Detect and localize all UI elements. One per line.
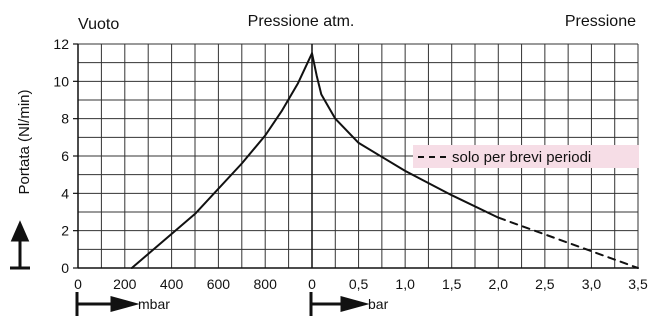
mbar-unit: mbar: [75, 292, 170, 316]
x-tick-label-mbar: 200: [113, 276, 137, 292]
y-up-arrow-icon: [10, 220, 30, 270]
x-tick-label-mbar: 800: [254, 276, 278, 292]
legend-background: [413, 145, 639, 168]
header-pressione: Pressione: [565, 13, 636, 30]
header-pressione-atm: Pressione atm.: [248, 13, 355, 30]
y-tick-label: 8: [61, 111, 69, 127]
y-tick-labels: 0 2 4 6 8 10 12: [53, 36, 78, 276]
mbar-label: mbar: [138, 296, 170, 312]
x-tick-label-mbar: 600: [207, 276, 231, 292]
y-tick-label: 0: [61, 260, 69, 276]
legend: solo per brevi periodi: [413, 145, 639, 168]
x-tick-label-bar: 2,0: [489, 276, 509, 292]
x-tick-label-bar: 2,5: [535, 276, 555, 292]
bar-arrow-icon: [309, 292, 370, 316]
x-tick-label-bar: 1,5: [442, 276, 462, 292]
series: [130, 52, 639, 269]
series-line-2: [311, 52, 500, 219]
y-tick-label: 12: [53, 36, 69, 52]
x-tick-label-mbar: 400: [160, 276, 184, 292]
y-tick-label: 4: [61, 185, 69, 201]
bar-unit: bar: [309, 292, 389, 316]
y-tick-label: 10: [53, 73, 69, 89]
x-tick-label-mbar: 0: [308, 276, 316, 292]
x-tick-label-bar: 1,0: [395, 276, 415, 292]
mbar-arrow-icon: [75, 292, 140, 316]
legend-text: solo per brevi periodi: [452, 149, 591, 166]
y-tick-label: 6: [61, 148, 69, 164]
series-line-1: [130, 52, 313, 269]
x-tick-label-bar: 3,5: [628, 276, 648, 292]
series-line-3: [497, 216, 639, 269]
header-vuoto: Vuoto: [78, 16, 119, 33]
y-axis-title-group: Portata (Nl/min): [10, 89, 33, 270]
x-tick-label-bar: 3,0: [582, 276, 602, 292]
y-axis-title: Portata (Nl/min): [16, 89, 33, 194]
x-tick-label-mbar: 0: [74, 276, 82, 292]
x-tick-labels: 0 200 400 600 800 0 0,5 1,0 1,5 2,0 2,5 3,0 3,5: [74, 276, 648, 292]
x-tick-label-bar: 0,5: [349, 276, 369, 292]
y-tick-label: 2: [61, 223, 69, 239]
bar-label: bar: [368, 296, 389, 312]
